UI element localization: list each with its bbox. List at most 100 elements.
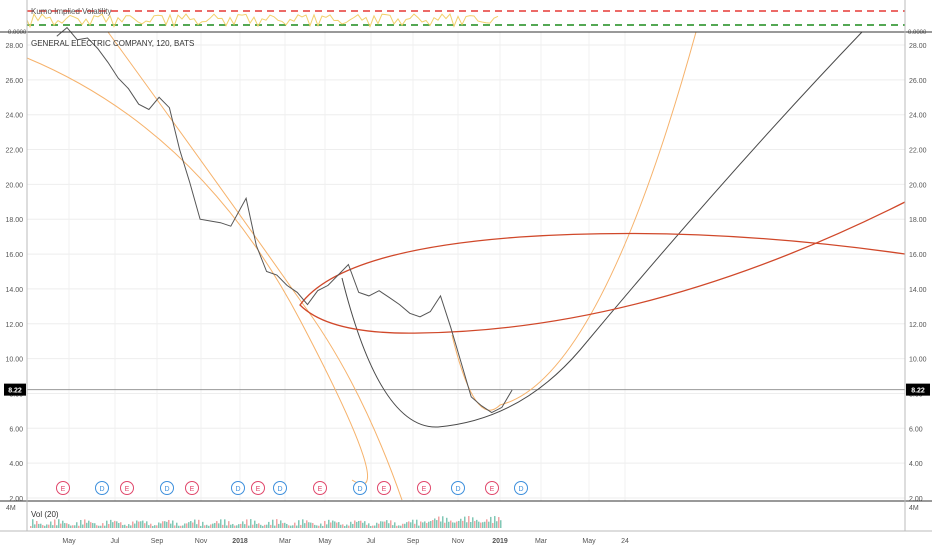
volume-bar [344,525,346,528]
volume-bar [402,523,404,528]
volume-bar [94,523,96,528]
volume-bar [150,523,152,528]
earnings-marker[interactable]: E [485,481,499,495]
volume-bar [414,523,416,528]
volume-bar [482,522,484,528]
volume-bar [134,523,136,528]
volume-bar [458,520,460,528]
y-tick-left: 20.00 [5,182,23,189]
volume-bar [494,516,496,528]
volume-bar [330,522,332,528]
volume-bar [374,525,376,528]
marker-circle [353,481,367,495]
volume-bar [320,523,322,528]
volume-bar [432,520,434,528]
volume-bar [340,524,342,528]
volume-bar [110,519,112,528]
volume-bar [302,519,304,528]
volume-bar [478,521,480,528]
marker-letter: E [318,486,323,493]
volume-bar [210,524,212,528]
volume-bar [232,523,234,528]
marker-letter: E [422,486,427,493]
volume-bar [116,521,118,528]
volume-bar [456,521,458,528]
marker-letter: D [235,486,240,493]
volume-bar [76,522,78,528]
volume-bar [278,523,280,528]
volume-bar [396,525,398,528]
volume-bar [192,522,194,528]
volume-bar [290,525,292,528]
volume-bar [34,524,36,528]
dividend-marker[interactable]: D [95,481,109,495]
marker-circle [185,481,199,495]
marker-letter: E [490,486,495,493]
volume-bar [66,523,68,528]
y-tick-left: 28.00 [5,43,23,50]
volume-bar [468,516,470,528]
volume-bar [82,524,84,528]
volume-bar [160,523,162,528]
dividend-marker[interactable]: D [273,481,287,495]
volume-bar [322,525,324,528]
x-tick-label: Mar [279,538,292,545]
volume-bar [176,522,178,528]
volume-bar [48,524,50,528]
volume-bar [80,519,82,528]
earnings-marker[interactable]: E [120,481,134,495]
volume-bar [286,523,288,528]
y-tick-left: 22.00 [5,148,23,155]
volume-bar [86,522,88,528]
dividend-marker[interactable]: D [160,481,174,495]
dividend-marker[interactable]: D [231,481,245,495]
volume-bar [418,525,420,528]
volume-bar [194,519,196,528]
volume-bar [224,519,226,528]
volume-bar [74,525,76,528]
volume-bar [438,516,440,528]
volume-bar [236,525,238,528]
volume-bar [64,523,66,528]
volume-bar [60,523,62,528]
y-tick-left: 14.00 [5,287,23,294]
volume-bar [360,520,362,528]
marker-circle [377,481,391,495]
earnings-marker[interactable]: E [56,481,70,495]
volume-bar [462,520,464,528]
volume-bar [358,520,360,528]
volume-bar [216,521,218,528]
x-tick-label: 2018 [232,538,248,545]
volume-bar [96,525,98,528]
marker-circle [514,481,528,495]
volume-bar [184,523,186,528]
volume-bar [272,519,274,528]
dividend-marker[interactable]: D [451,481,465,495]
volume-bar [490,516,492,528]
volume-bar [364,521,366,528]
volume-bar [268,521,270,528]
earnings-marker[interactable]: E [251,481,265,495]
y-tick-right: 6.00 [909,426,923,433]
volume-bar [274,525,276,528]
earnings-marker[interactable]: E [313,481,327,495]
volume-bar [166,521,168,528]
earnings-marker[interactable]: E [185,481,199,495]
dark-parabola [341,31,863,428]
volume-bar [144,523,146,528]
dividend-marker[interactable]: D [353,481,367,495]
volume-bar [394,522,396,528]
dividend-marker[interactable]: D [514,481,528,495]
volume-bar [222,524,224,528]
volume-bar [496,521,498,528]
volume-bar [382,521,384,528]
volume-bar [282,523,284,528]
earnings-marker[interactable]: E [417,481,431,495]
volume-bar [362,522,364,528]
volume-bar [316,525,318,528]
earnings-marker[interactable]: E [377,481,391,495]
volume-bar [324,520,326,528]
volume-bar [384,521,386,528]
